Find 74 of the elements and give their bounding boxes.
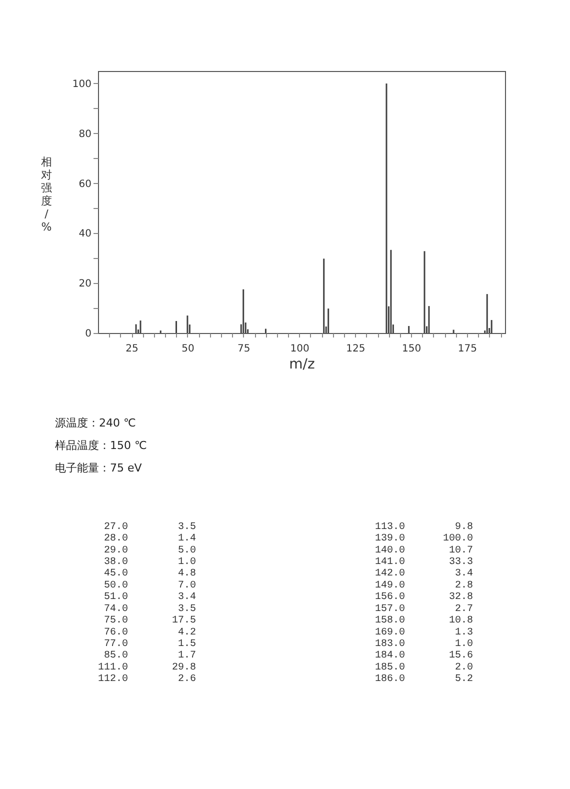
category-label: 142.0 — [374, 568, 405, 580]
category-label: 27.0 — [104, 522, 128, 533]
category-label: 112.0 — [98, 674, 128, 686]
text: 3.5 — [178, 522, 196, 533]
x-tick-label: 75 — [237, 344, 250, 354]
y-tick-label: 80 — [78, 128, 92, 140]
category-label: 45.0 — [104, 568, 128, 580]
text: 3.4 — [178, 592, 196, 604]
category-label: 76.0 — [104, 627, 128, 638]
category-label: 156.0 — [374, 592, 405, 604]
x-tick-label: 175 — [458, 344, 478, 354]
category-label: 149.0 — [374, 580, 405, 592]
category-label: 75.0 — [104, 616, 128, 627]
x-tick-label: 50 — [182, 344, 194, 354]
x-tick-label: 25 — [126, 344, 138, 354]
text: 2.8 — [454, 580, 473, 592]
y-tick-label: 0 — [85, 328, 92, 340]
category-label: 157.0 — [374, 604, 405, 615]
text: 3.4 — [454, 568, 473, 580]
category-label: 185.0 — [374, 662, 405, 674]
text: 3.5 — [178, 604, 196, 615]
y-tick-label: 20 — [78, 278, 92, 290]
category-label: 28.0 — [104, 534, 128, 545]
category-label: 77.0 — [104, 639, 128, 650]
category-label: 111.0 — [98, 662, 128, 674]
text: 9.8 — [454, 522, 473, 533]
category-label: 113.0 — [374, 522, 405, 533]
text: 2.6 — [178, 674, 196, 686]
text: 5.2 — [454, 674, 473, 686]
text: 样品温度：150 ℃ — [55, 439, 147, 452]
category-label: 169.0 — [374, 627, 405, 638]
text: 10.8 — [448, 616, 473, 627]
category-label: 186.0 — [374, 674, 405, 686]
text: 1.0 — [454, 639, 473, 650]
text: 电子能量：75 eV — [55, 462, 142, 475]
y-tick-label: 100 — [72, 78, 92, 90]
x-tick-label: 125 — [346, 344, 366, 354]
x-tick-label: 100 — [290, 344, 310, 354]
y-axis-title: 相对强度/% — [41, 156, 52, 234]
category-label: 50.0 — [104, 580, 128, 592]
text: 32.8 — [448, 592, 473, 604]
text: 4.2 — [178, 627, 196, 638]
x-tick-label: 150 — [402, 344, 422, 354]
category-label: 74.0 — [104, 604, 128, 615]
x-axis-title: m/z — [289, 356, 315, 372]
text: 7.0 — [178, 580, 196, 592]
text: 4.8 — [178, 568, 196, 580]
text: 10.7 — [448, 545, 473, 556]
text: 1.4 — [178, 534, 196, 545]
category-label: 140.0 — [374, 545, 405, 556]
y-tick-label: 60 — [78, 178, 92, 190]
category-label: 139.0 — [374, 534, 405, 545]
text: 15.6 — [448, 650, 473, 662]
category-label: 184.0 — [374, 650, 405, 662]
text: 17.5 — [172, 616, 196, 627]
text: 1.5 — [178, 639, 196, 650]
text: 1.3 — [454, 627, 473, 638]
text: 2.7 — [454, 604, 473, 615]
text: 29.8 — [172, 662, 196, 674]
text: 100.0 — [442, 534, 473, 545]
y-tick-label: 40 — [78, 228, 92, 240]
category-label: 141.0 — [374, 557, 405, 568]
category-label: 183.0 — [374, 639, 405, 650]
text: 2.0 — [454, 662, 473, 674]
category-label: 38.0 — [104, 557, 128, 568]
text: 33.3 — [448, 557, 473, 568]
text: 1.0 — [178, 557, 196, 568]
category-label: 158.0 — [374, 616, 405, 627]
text: 1.7 — [178, 650, 196, 662]
category-label: 85.0 — [104, 650, 128, 662]
text: 5.0 — [178, 545, 196, 556]
text: 源温度：240 ℃ — [55, 416, 136, 430]
category-label: 29.0 — [104, 545, 128, 556]
category-label: 51.0 — [104, 592, 128, 604]
